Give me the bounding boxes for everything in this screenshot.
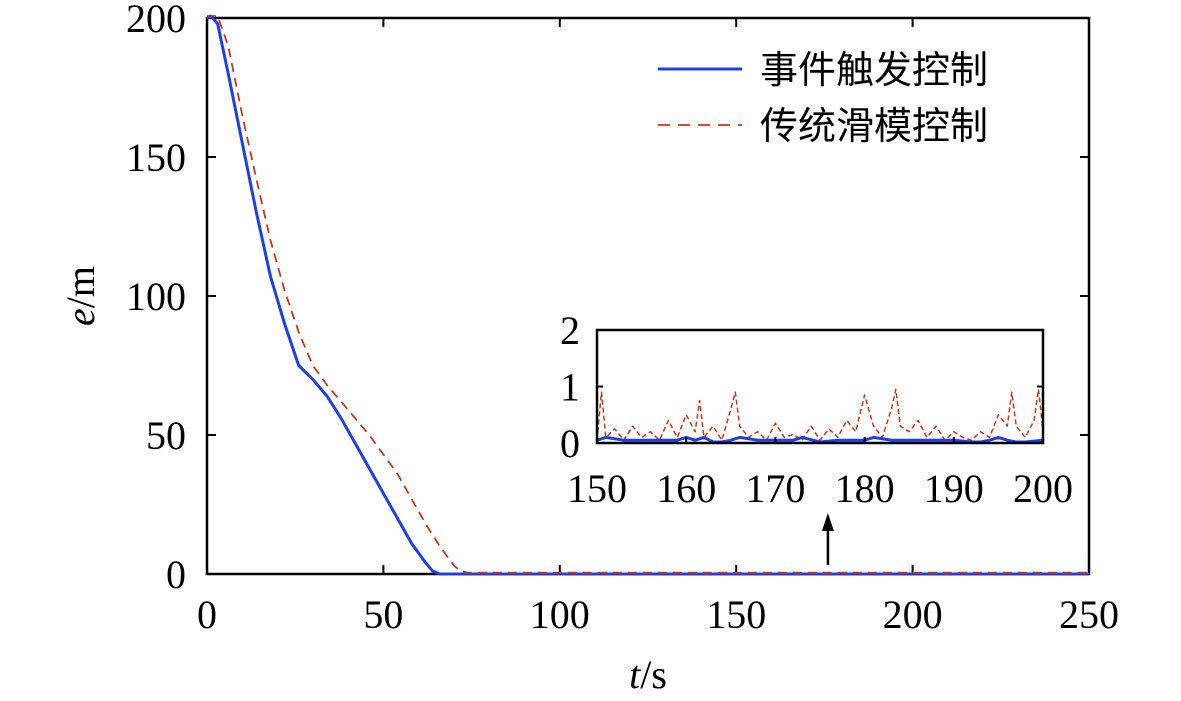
x-tick-label: 250	[1059, 592, 1119, 637]
y-tick-label: 50	[146, 413, 186, 458]
series-line-sliding-mode	[207, 15, 1089, 574]
x-axis-label: t/s	[629, 652, 667, 697]
x-tick-label: 200	[883, 592, 943, 637]
x-tick-label: 100	[530, 592, 590, 637]
y-tick-label: 150	[126, 135, 186, 180]
inset-x-tick-label: 180	[835, 466, 895, 511]
inset-x-tick-label: 170	[745, 466, 805, 511]
y-tick-label: 100	[126, 274, 186, 319]
inset-series-line-event-triggered	[596, 435, 1044, 444]
main-ticks: 0 50 100 150 200 250 0 50 100 150 200	[126, 0, 1119, 637]
arrow-head	[821, 513, 834, 531]
x-tick-label: 50	[363, 592, 403, 637]
x-tick-label: 0	[197, 592, 217, 637]
inset-x-tick-label: 150	[567, 466, 627, 511]
inset-background	[597, 330, 1043, 443]
inset-plot: 150 160 170 180 190 200 0 1 2	[560, 308, 1073, 511]
inset-y-tick-label: 2	[560, 308, 580, 353]
inset-series-line-sliding-mode	[596, 388, 1044, 441]
inset-y-tick-label: 0	[560, 421, 580, 466]
inset-x-tick-label: 190	[924, 466, 984, 511]
main-series	[206, 14, 1089, 576]
x-tick-label: 150	[706, 592, 766, 637]
inset-x-tick-label: 200	[1013, 466, 1073, 511]
inset-ticks: 150 160 170 180 190 200 0 1 2	[560, 308, 1073, 511]
main-plot: 0 50 100 150 200 250 0 50 100 150 200 t/s e/m	[58, 0, 1119, 697]
y-tick-label: 0	[166, 552, 186, 597]
legend-label-event-triggered: 事件触发控制	[760, 48, 988, 92]
inset-series	[596, 388, 1044, 444]
series-line-event-triggered	[206, 14, 1089, 576]
legend-label-sliding-mode: 传统滑模控制	[760, 104, 988, 148]
inset-y-tick-label: 1	[560, 365, 580, 410]
inset-x-tick-label: 160	[656, 466, 716, 511]
inset-arrow	[821, 513, 834, 565]
legend: 事件触发控制 传统滑模控制	[658, 48, 988, 148]
y-tick-label: 200	[126, 0, 186, 41]
y-axis-label: e/m	[58, 266, 103, 326]
